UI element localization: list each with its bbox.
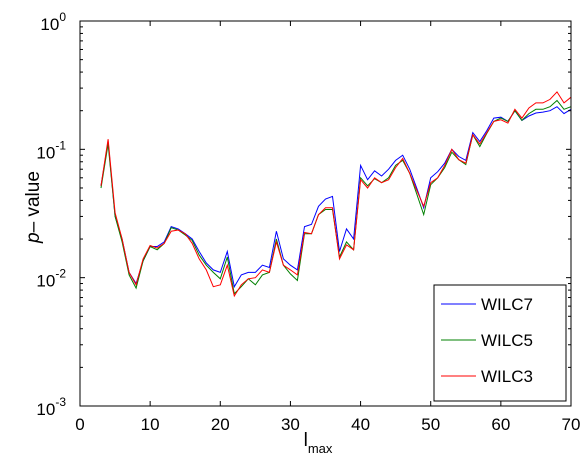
legend-label-wilc5: WILC5 [481, 331, 533, 350]
legend: WILC7 WILC5 WILC3 [433, 284, 567, 402]
y-tick-label-base: 10 [40, 15, 59, 34]
plot-frame [79, 20, 572, 407]
x-tick-label: 30 [281, 415, 300, 434]
series-line-wilc7 [100, 106, 572, 289]
legend-label-wilc3: WILC3 [481, 367, 533, 386]
x-tick-label: 40 [351, 415, 370, 434]
legend-label-wilc7: WILC7 [481, 295, 533, 314]
x-axis-label: lmax [304, 430, 333, 456]
y-tick-label: 10-1 [36, 138, 66, 162]
plot-lines [100, 91, 572, 298]
y-axis-label-italic: p [23, 232, 44, 244]
y-tick-label-base: 10 [36, 143, 55, 162]
x-tick-label: 10 [141, 415, 160, 434]
x-tick-labels: 0 10 20 30 40 50 60 70 [75, 415, 580, 434]
x-tick-label: 20 [211, 415, 230, 434]
x-tick-label: 0 [75, 415, 84, 434]
y-tick-label-exponent: -1 [55, 138, 66, 152]
x-tick-label: 50 [421, 415, 440, 434]
y-tick-label-base: 10 [36, 400, 55, 419]
x-tick-label: 70 [562, 415, 581, 434]
x-axis-label-subscript: max [308, 441, 333, 456]
y-tick-label-exponent: -2 [55, 267, 66, 281]
y-axis-label-rest: – value [23, 171, 44, 232]
y-tick-label: 10-3 [36, 395, 66, 419]
x-tick-label: 60 [491, 415, 510, 434]
y-tick-label-exponent: -3 [55, 395, 66, 409]
y-tick-label: 100 [40, 10, 66, 34]
y-axis-label: p– value [23, 171, 44, 244]
series-line-wilc3 [100, 91, 572, 298]
y-tick-label: 10-2 [36, 267, 66, 291]
y-tick-label-exponent: 0 [59, 10, 66, 24]
y-tick-label-base: 10 [36, 272, 55, 291]
x-axis-label-main: l [304, 430, 308, 451]
